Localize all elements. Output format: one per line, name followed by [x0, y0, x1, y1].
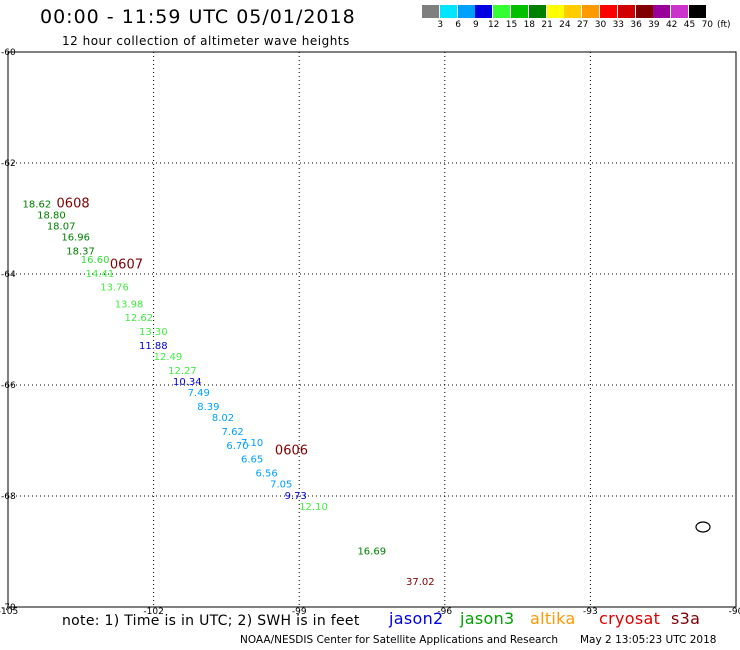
footer-timestamp: May 2 13:05:23 UTC 2018 — [580, 634, 717, 646]
wave-height-point: 10.34 — [173, 377, 202, 388]
wave-height-point: 7.62 — [222, 427, 244, 438]
color-scale-label: 45 — [683, 20, 696, 30]
x-tick-label: -105 — [0, 607, 18, 617]
color-scale-label: 6 — [455, 20, 461, 30]
satellite-legend-altika: altika — [530, 609, 576, 628]
color-scale-label: 39 — [648, 20, 660, 30]
y-tick-label: -68 — [1, 492, 16, 502]
time-label: 0607 — [110, 257, 143, 272]
footer-note: note: 1) Time is in UTC; 2) SWH is in fe… — [62, 613, 360, 629]
y-tick-label: -60 — [1, 48, 16, 58]
plot-border — [7, 51, 737, 608]
color-scale-label: 15 — [505, 20, 518, 30]
y-tick-label: -62 — [1, 159, 16, 169]
color-scale-label: 33 — [612, 20, 625, 30]
wave-height-point: 13.98 — [115, 299, 144, 310]
color-scale-label: 18 — [523, 20, 536, 30]
wave-height-point: 9.73 — [285, 491, 307, 502]
color-scale-swatch — [439, 5, 457, 18]
wave-height-point: 12.27 — [168, 366, 197, 377]
color-scale-swatch — [635, 5, 653, 18]
color-scale-label: 24 — [559, 20, 571, 30]
time-label: 0608 — [57, 196, 90, 211]
wave-height-point: 18.37 — [66, 247, 95, 258]
color-scale-unit: (ft) — [717, 20, 731, 30]
color-scale-swatch — [600, 5, 617, 18]
wave-height-point: 11.88 — [139, 341, 168, 352]
color-scale-label: 36 — [630, 20, 642, 30]
color-scale-label: 30 — [594, 20, 607, 30]
y-tick-label: -66 — [1, 381, 16, 391]
color-scale-swatch — [653, 5, 671, 18]
color-scale-swatch — [493, 5, 511, 18]
color-scale-swatch — [511, 5, 528, 18]
wave-height-point: 12.62 — [124, 313, 153, 324]
wave-height-point: 37.02 — [406, 577, 435, 588]
island-outline — [695, 521, 711, 533]
color-scale-label: 3 — [437, 20, 444, 30]
wave-height-point: 16.69 — [357, 546, 386, 557]
x-tick-label: -96 — [437, 607, 452, 617]
wave-height-point: 16.96 — [61, 233, 90, 244]
y-tick-label: -70 — [1, 603, 16, 613]
color-scale-label: 21 — [541, 20, 553, 30]
x-tick-label: -90 — [729, 607, 740, 617]
wave-height-point: 8.02 — [212, 413, 234, 424]
color-scale-swatch — [528, 5, 546, 18]
time-label: 0606 — [275, 443, 308, 458]
wave-height-point: 14.41 — [86, 269, 115, 280]
wave-height-point: 12.49 — [154, 352, 183, 363]
color-scale-label: 27 — [576, 20, 589, 30]
satellite-legend-s3a: s3a — [671, 609, 701, 628]
wave-height-point: 8.39 — [197, 402, 219, 413]
color-scale-swatch — [564, 5, 582, 18]
color-scale-swatch — [689, 5, 706, 18]
wave-height-point: 13.76 — [100, 283, 129, 294]
color-scale-swatch — [582, 5, 600, 18]
wave-height-point: 18.07 — [47, 222, 76, 233]
wave-height-point: 7.10 — [241, 438, 263, 449]
color-scale-swatch — [671, 5, 689, 18]
color-scale-label: 9 — [473, 20, 479, 30]
footer-credit: NOAA/NESDIS Center for Satellite Applica… — [240, 634, 558, 646]
wave-height-point: 7.05 — [270, 480, 292, 491]
wave-height-point: 12.10 — [299, 502, 328, 513]
wave-height-point: 18.62 — [23, 199, 52, 210]
wave-height-point: 18.80 — [37, 211, 66, 222]
satellite-legend-jason2: jason2 — [389, 609, 444, 628]
wave-height-point: 6.70 — [226, 441, 248, 452]
color-scale-swatch — [457, 5, 475, 18]
color-scale-swatch — [546, 5, 564, 18]
color-scale-swatch — [617, 5, 635, 18]
y-tick-label: -64 — [1, 270, 16, 280]
chart-subtitle: 12 hour collection of altimeter wave hei… — [62, 34, 350, 48]
color-scale-swatch — [475, 5, 493, 18]
color-scale-label: 42 — [665, 20, 678, 30]
color-scale-swatch — [422, 5, 439, 18]
wave-height-point: 13.30 — [139, 327, 168, 338]
x-tick-label: -99 — [292, 607, 307, 617]
color-scale-label: 12 — [487, 20, 500, 30]
wave-height-point: 6.56 — [256, 469, 278, 480]
wave-height-point: 7.49 — [188, 388, 210, 399]
color-scale-label: 70 — [701, 20, 714, 30]
satellite-legend-jason3: jason3 — [460, 609, 515, 628]
wave-height-point: 16.60 — [81, 255, 110, 266]
x-tick-label: -102 — [143, 607, 163, 617]
chart-title: 00:00 - 11:59 UTC 05/01/2018 — [40, 6, 356, 28]
wave-height-point: 6.65 — [241, 455, 263, 466]
x-tick-label: -93 — [583, 607, 598, 617]
satellite-legend-cryosat: cryosat — [599, 609, 661, 628]
